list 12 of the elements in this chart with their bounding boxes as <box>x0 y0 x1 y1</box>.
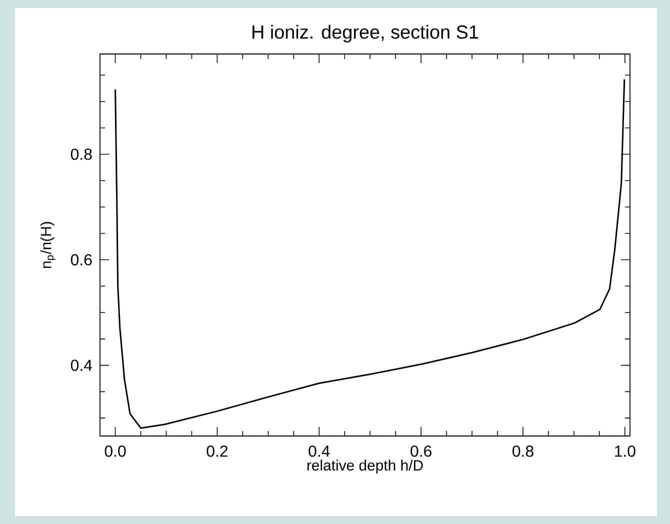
x-tick-label: 0.0 <box>104 446 126 457</box>
y-axis-title: n$_{p}$/n(H) <box>40 222 56 268</box>
x-tick-label: 1.0 <box>615 446 636 457</box>
x-tick-label: 0.2 <box>206 446 228 457</box>
x-tick-label: 0.6 <box>410 446 432 457</box>
y-tick-label: 0.6 <box>70 254 92 266</box>
y-tick-label: 0.4 <box>70 360 92 371</box>
y-tick-label: 0.8 <box>70 148 92 160</box>
x-tick-label: 0.8 <box>512 446 534 457</box>
x-tick-label: 0.4 <box>308 446 330 457</box>
chart-title: H ioniz. degree, section S1 <box>252 24 478 42</box>
x-axis-title: relative depth h/D <box>307 460 423 474</box>
